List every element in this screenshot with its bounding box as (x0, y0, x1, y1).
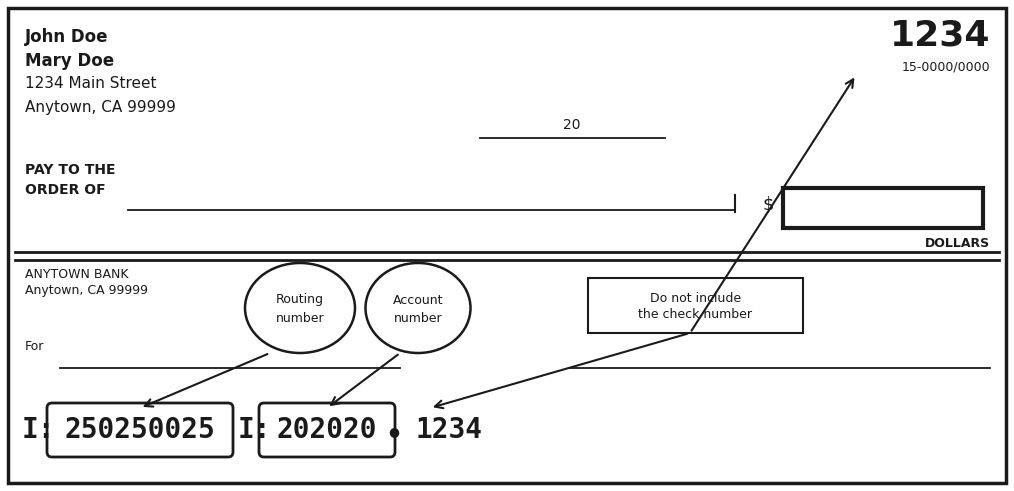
Ellipse shape (365, 263, 470, 353)
Text: For: For (25, 340, 45, 353)
Text: John Doe: John Doe (25, 28, 108, 46)
Text: number: number (276, 311, 324, 325)
Text: number: number (393, 311, 442, 325)
Text: Routing: Routing (276, 294, 324, 306)
Text: 1234: 1234 (889, 18, 990, 52)
Text: I:: I: (238, 416, 272, 444)
FancyBboxPatch shape (47, 403, 233, 457)
Text: 1234 Main Street: 1234 Main Street (25, 76, 156, 91)
Text: Account: Account (392, 294, 443, 306)
Text: Anytown, CA 99999: Anytown, CA 99999 (25, 284, 148, 297)
Text: Anytown, CA 99999: Anytown, CA 99999 (25, 100, 175, 115)
Text: ORDER OF: ORDER OF (25, 183, 105, 197)
Text: 1234: 1234 (415, 416, 482, 444)
Bar (588, 278, 803, 333)
Text: DOLLARS: DOLLARS (925, 237, 990, 250)
Text: 202020: 202020 (277, 416, 377, 444)
Bar (783, 188, 983, 228)
Text: PAY TO THE: PAY TO THE (25, 163, 116, 177)
Text: ●: ● (388, 426, 400, 438)
Text: 20: 20 (563, 118, 581, 132)
Text: Do not include: Do not include (650, 292, 741, 305)
Text: I:: I: (22, 416, 56, 444)
Text: $: $ (762, 196, 774, 214)
Ellipse shape (245, 263, 355, 353)
Text: Mary Doe: Mary Doe (25, 52, 115, 70)
Text: the check number: the check number (639, 308, 752, 321)
Text: 15-0000/0000: 15-0000/0000 (901, 60, 990, 73)
FancyBboxPatch shape (259, 403, 395, 457)
Text: 250250025: 250250025 (65, 416, 215, 444)
Text: ANYTOWN BANK: ANYTOWN BANK (25, 268, 129, 281)
